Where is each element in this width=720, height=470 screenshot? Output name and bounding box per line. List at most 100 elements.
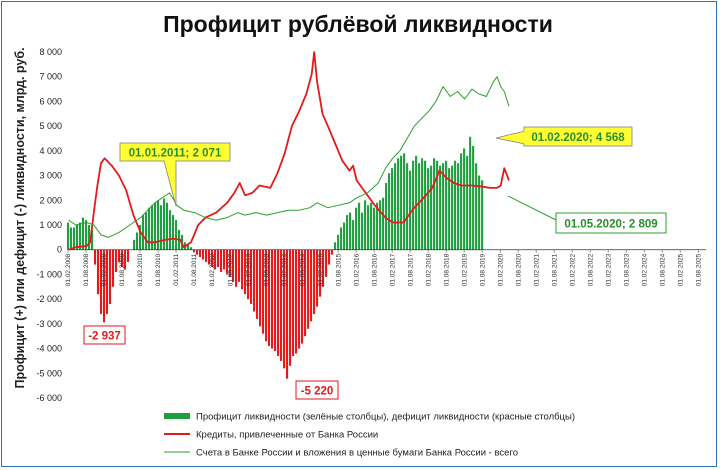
deficit-bar <box>220 249 223 272</box>
surplus-bar <box>90 229 94 250</box>
surplus-bar <box>84 220 88 250</box>
y-tick-label: 5 000 <box>39 121 62 131</box>
deficit-bar <box>259 249 262 327</box>
callout-2009-box <box>83 325 126 345</box>
deficit-bar <box>265 249 268 342</box>
surplus-bar <box>355 207 358 250</box>
callout-2011-text: 01.01.2011; 2 071 <box>129 148 222 160</box>
surplus-bar <box>150 205 154 250</box>
surplus-bar <box>394 163 397 250</box>
surplus-bar <box>189 247 193 250</box>
surplus-bar <box>472 145 475 250</box>
callout-2011-mask <box>164 159 176 163</box>
credits-line <box>68 51 510 251</box>
deficit-bar <box>108 249 112 305</box>
deficit-bar <box>111 249 115 287</box>
legend: Профицит ликвидности (зелёные столбцы), … <box>164 412 575 459</box>
surplus-bar <box>466 155 469 250</box>
deficit-bar <box>217 249 220 268</box>
callout-2015-text: -5 220 <box>301 386 334 398</box>
x-tick-label: 01.08.2009 <box>119 253 126 286</box>
surplus-bar <box>397 158 400 250</box>
x-tick-label: 01.08.2022 <box>587 253 594 286</box>
chart-title: Профицит рублёвой ликвидности <box>163 11 553 37</box>
liquidity-bars <box>66 136 484 379</box>
deficit-bar <box>274 249 277 352</box>
x-tick-label: 01.08.2008 <box>83 253 90 286</box>
deficit-bar <box>319 249 322 297</box>
surplus-bar <box>421 158 424 250</box>
surplus-bar <box>352 220 355 250</box>
surplus-bar <box>385 182 388 250</box>
x-tick-label: 01.02.2010 <box>137 253 144 286</box>
deficit-bar <box>201 249 205 260</box>
surplus-bar <box>427 168 430 250</box>
surplus-bar <box>69 227 73 250</box>
surplus-bar <box>415 155 418 250</box>
deficit-bar <box>241 249 244 290</box>
deficit-bar <box>102 249 106 323</box>
surplus-bar <box>463 148 466 250</box>
surplus-bar <box>376 202 379 250</box>
x-tick-label: 01.08.2019 <box>479 253 486 286</box>
deficit-bar <box>226 249 229 275</box>
deficit-bar <box>123 249 127 270</box>
x-tick-label: 01.02.2009 <box>101 253 108 286</box>
surplus-bar <box>156 200 160 250</box>
deficit-bar <box>256 249 259 319</box>
x-tick-label: 01.02.2012 <box>209 253 216 286</box>
surplus-bar <box>469 136 472 250</box>
surplus-bar <box>418 163 421 250</box>
surplus-bar <box>174 220 178 250</box>
surplus-bar <box>162 198 166 250</box>
deficit-bar <box>301 249 304 344</box>
callout-2020-feb-mask <box>523 131 526 144</box>
x-tick-label: 01.02.2008 <box>65 253 72 286</box>
x-tick-label: 01.02.2019 <box>461 253 468 286</box>
x-tick-label: 01.02.2011 <box>173 253 180 285</box>
deficit-bar <box>99 249 103 314</box>
surplus-bar <box>460 153 463 250</box>
y-tick-label: 0 <box>57 245 62 255</box>
deficit-bar <box>292 249 295 356</box>
callout-2011: 01.01.2011; 2 071 <box>119 142 231 207</box>
series-lines <box>68 51 510 251</box>
y-tick-label: 2 000 <box>39 195 62 205</box>
y-axis-label: Профицит (+) или дефицит (-) ликвидности… <box>13 47 27 388</box>
deficit-bar <box>114 249 118 272</box>
deficit-bar <box>280 249 283 361</box>
deficit-bar <box>117 249 121 263</box>
deficit-bar <box>96 249 100 295</box>
x-tick-label: 01.08.2016 <box>371 253 378 286</box>
deficit-bar <box>304 249 307 337</box>
callout-2020-feb-pointer <box>495 130 526 145</box>
x-tick-label: 01.02.2015 <box>317 253 324 286</box>
x-tick-label: 01.02.2016 <box>353 253 360 286</box>
deficit-bar <box>307 249 310 329</box>
deficit-bar <box>310 249 313 322</box>
callout-2020-may-box <box>555 212 667 234</box>
surplus-bar <box>171 215 175 250</box>
deficit-bar <box>105 249 109 314</box>
callout-2020-feb: 01.02.2020; 4 568 <box>495 126 633 147</box>
surplus-bar <box>406 163 409 250</box>
x-tick-label: 01.08.2018 <box>443 253 450 286</box>
deficit-bar <box>244 249 247 295</box>
surplus-bar <box>78 222 82 250</box>
x-tick-label: 01.08.2023 <box>623 253 630 286</box>
surplus-bar <box>144 212 148 250</box>
callout-2009: -2 937 <box>83 325 126 345</box>
surplus-bar <box>379 200 382 250</box>
surplus-bar <box>141 215 145 250</box>
x-tick-label: 01.08.2025 <box>695 253 702 286</box>
surplus-bar <box>364 200 367 250</box>
surplus-bar <box>481 180 484 250</box>
surplus-bar <box>388 173 391 250</box>
x-tick-label: 01.08.2010 <box>155 253 162 286</box>
deficit-bar <box>286 249 289 379</box>
surplus-bar <box>346 215 349 250</box>
surplus-bar <box>165 202 169 250</box>
x-tick-label: 01.08.2015 <box>335 253 342 286</box>
callout-2015: -5 220 <box>295 380 339 400</box>
